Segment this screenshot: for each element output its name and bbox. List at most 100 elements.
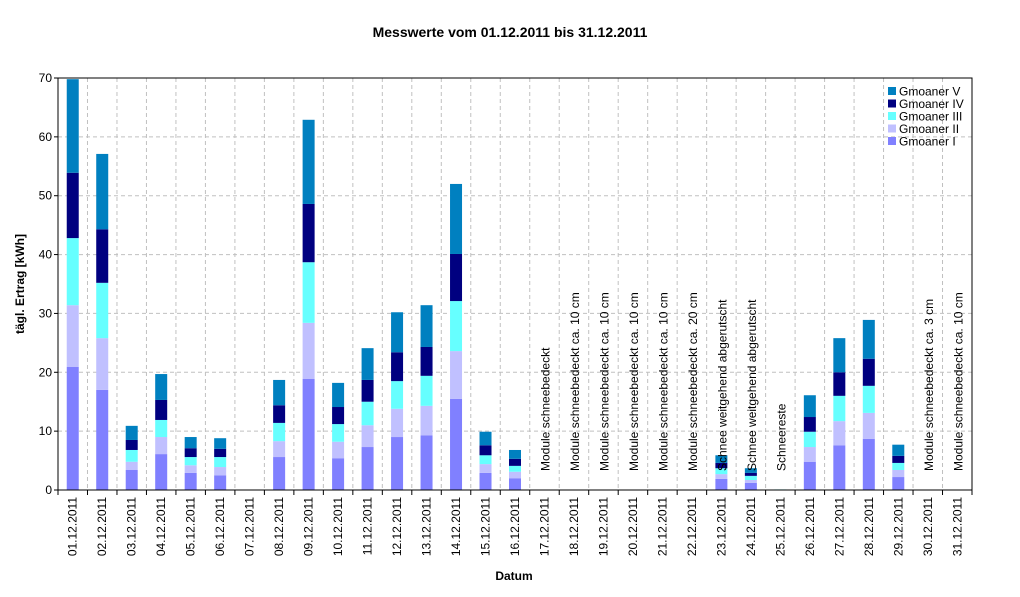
grid — [58, 78, 972, 490]
bar-segment-gmoaner-i — [155, 454, 168, 490]
bar-segment-gmoaner-iii — [420, 375, 433, 406]
bar-segment-gmoaner-iv — [66, 172, 79, 239]
y-tick-label: 10 — [39, 424, 53, 438]
bar-segment-gmoaner-i — [744, 482, 757, 490]
bar-segment-gmoaner-ii — [66, 305, 79, 367]
bar-segment-gmoaner-iv — [361, 379, 374, 402]
bar-segment-gmoaner-iii — [214, 457, 227, 468]
x-tick-label: 28.12.2011 — [862, 497, 876, 556]
bar-segment-gmoaner-ii — [862, 412, 875, 439]
bar-segment-gmoaner-v — [862, 319, 875, 359]
bar-segment-gmoaner-i — [862, 438, 875, 490]
bar-segment-gmoaner-iv — [420, 346, 433, 376]
bar-segment-gmoaner-i — [96, 389, 109, 490]
bar-segment-gmoaner-ii — [479, 464, 492, 473]
bar-segment-gmoaner-iii — [125, 449, 138, 462]
bar-segment-gmoaner-v — [892, 444, 905, 456]
bar-segment-gmoaner-ii — [391, 408, 404, 438]
bar-segment-gmoaner-v — [715, 455, 728, 463]
x-tick-label: 16.12.2011 — [508, 497, 522, 556]
x-tick-label: 07.12.2011 — [243, 497, 257, 556]
bars — [66, 79, 905, 491]
bar-segment-gmoaner-i — [214, 475, 227, 490]
bar-segment-gmoaner-i — [391, 437, 404, 490]
bar-segment-gmoaner-i — [302, 378, 315, 490]
bar-segment-gmoaner-iii — [803, 431, 816, 448]
x-tick-label: 08.12.2011 — [272, 497, 286, 556]
bar-segment-gmoaner-v — [214, 438, 227, 449]
annotation-label: Module schneebedeckt ca. 10 cm — [568, 292, 582, 471]
bar-segment-gmoaner-ii — [273, 441, 286, 458]
y-tick-label: 30 — [39, 306, 53, 320]
bar-segment-gmoaner-i — [420, 435, 433, 490]
bar-segment-gmoaner-v — [273, 379, 286, 406]
bar-segment-gmoaner-v — [420, 305, 433, 347]
bar-segment-gmoaner-iv — [803, 417, 816, 432]
annotation-label: Module schneebedeckt ca. 10 cm — [656, 292, 670, 471]
bar-segment-gmoaner-ii — [420, 405, 433, 436]
bar-segment-gmoaner-iv — [715, 462, 728, 469]
x-tick-label: 19.12.2011 — [596, 497, 610, 556]
bar-segment-gmoaner-i — [892, 477, 905, 490]
y-tick-label: 60 — [39, 130, 53, 144]
annotation-label: Schnee weitgehend abgerutscht — [745, 299, 759, 471]
annotation-label: Schneereste — [774, 403, 788, 471]
bar-segment-gmoaner-i — [509, 478, 521, 490]
bar-segment-gmoaner-iv — [155, 399, 168, 420]
x-tick-label: 14.12.2011 — [449, 497, 463, 556]
bar-segment-gmoaner-iii — [892, 462, 905, 470]
bar-segment-gmoaner-iii — [361, 401, 374, 426]
legend-swatch — [888, 99, 896, 108]
x-tick-label: 11.12.2011 — [361, 497, 375, 556]
x-tick-label: 21.12.2011 — [655, 497, 669, 556]
bar-segment-gmoaner-v — [361, 348, 374, 380]
legend-swatch — [888, 87, 896, 95]
y-tick-label: 50 — [39, 189, 53, 203]
bar-segment-gmoaner-v — [302, 119, 315, 204]
x-tick-label: 24.12.2011 — [744, 497, 758, 556]
bar-segment-gmoaner-v — [391, 312, 404, 353]
bar-segment-gmoaner-i — [450, 398, 463, 490]
x-axis-label: Datum — [495, 569, 532, 583]
legend-label: Gmoaner V — [899, 85, 960, 99]
bar-segment-gmoaner-iv — [96, 229, 109, 283]
bar-segment-gmoaner-iii — [302, 262, 315, 323]
bar-segment-gmoaner-ii — [332, 441, 345, 459]
x-tick-label: 27.12.2011 — [832, 497, 846, 556]
bar-segment-gmoaner-iii — [391, 381, 404, 409]
x-tick-label: 13.12.2011 — [420, 497, 434, 556]
bar-segment-gmoaner-ii — [744, 479, 757, 483]
x-tick-label: 23.12.2011 — [714, 497, 728, 556]
bar-segment-gmoaner-v — [96, 153, 109, 230]
bar-segment-gmoaner-i — [66, 366, 79, 490]
x-tick-label: 06.12.2011 — [213, 497, 227, 556]
legend-swatch — [888, 112, 896, 120]
bar-segment-gmoaner-ii — [450, 351, 463, 399]
legend-swatch — [888, 124, 896, 133]
bar-segment-gmoaner-v — [155, 374, 168, 400]
chart-title: Messwerte vom 01.12.2011 bis 31.12.2011 — [373, 24, 648, 40]
bar-segment-gmoaner-v — [66, 79, 79, 173]
axes: 0 10 20 30 40 50 60 70 01.12.2011 02.12.2011 03.12… — [39, 71, 973, 556]
bar-segment-gmoaner-iii — [184, 457, 197, 466]
x-tick-label: 09.12.2011 — [302, 497, 316, 556]
y-tick-label: 40 — [39, 248, 53, 262]
bar-segment-gmoaner-ii — [302, 322, 315, 379]
bar-segment-gmoaner-ii — [214, 467, 227, 476]
annotation-label: Module schneebedeckt — [538, 347, 552, 471]
x-tick-label: 20.12.2011 — [626, 497, 640, 556]
bar-segment-gmoaner-ii — [125, 461, 138, 470]
bar-segment-gmoaner-iii — [479, 455, 492, 465]
legend-label: Gmoaner IV — [899, 97, 964, 111]
bar-segment-gmoaner-ii — [833, 421, 846, 446]
x-tick-label: 01.12.2011 — [66, 497, 80, 556]
bar-segment-gmoaner-v — [125, 425, 138, 440]
bar-segment-gmoaner-iii — [332, 424, 345, 442]
bar-segment-gmoaner-v — [184, 437, 197, 449]
annotation-label: Module schneebedeckt ca. 10 cm — [951, 292, 965, 471]
bar-segment-gmoaner-iv — [302, 203, 315, 263]
bar-segment-gmoaner-ii — [184, 465, 197, 473]
x-tick-label: 03.12.2011 — [125, 497, 139, 556]
bar-segment-gmoaner-iv — [391, 352, 404, 382]
